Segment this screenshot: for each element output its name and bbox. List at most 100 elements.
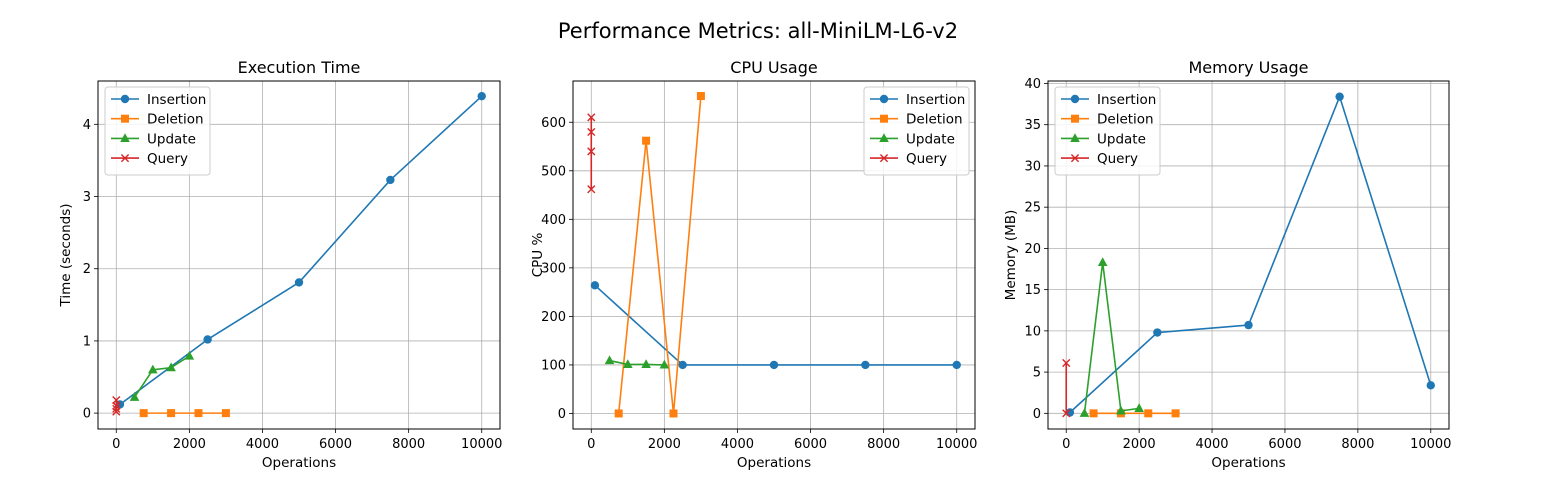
data-point-update	[641, 359, 651, 369]
x-tick-label: 10000	[936, 437, 977, 452]
plot-frame	[1047, 80, 1450, 430]
data-point-insertion	[1335, 92, 1344, 101]
legend-label-update: Update	[1097, 131, 1146, 147]
y-tick-label: 600	[541, 116, 566, 131]
legend-box	[104, 86, 211, 176]
data-point-deletion	[194, 409, 203, 418]
x-tick-label: 0	[112, 437, 120, 452]
x-tick-label: 0	[1062, 437, 1070, 452]
legend: Insertion Deletion Update Query	[1054, 86, 1161, 176]
subplot-cpu-usage: 0 2000 4000 6000 8000 10000 0 100 200 300 400 500 60…	[530, 58, 977, 471]
data-point-query	[112, 407, 121, 416]
series-line-deletion	[617, 95, 702, 415]
series-query	[112, 396, 121, 416]
y-tick-label: 0	[83, 407, 91, 422]
series-deletion	[139, 409, 230, 418]
series-deletion	[614, 92, 705, 418]
x-tick-label: 4000	[1195, 437, 1228, 452]
y-tick-label: 100	[541, 358, 566, 373]
y-tick-label: 25	[1024, 201, 1041, 216]
y-tick-label: 35	[1024, 118, 1041, 133]
data-point-insertion	[769, 360, 779, 370]
x-tick-label: 4000	[721, 437, 754, 452]
y-tick-label: 400	[541, 213, 566, 228]
subplot-title: CPU Usage	[730, 58, 817, 77]
data-point-deletion	[669, 409, 678, 418]
x-tick-label: 8000	[1341, 437, 1374, 452]
x-tick-label: 8000	[392, 437, 425, 452]
y-tick-label: 40	[1024, 77, 1041, 92]
data-point-query	[587, 127, 596, 137]
data-point-insertion	[1426, 381, 1435, 390]
legend-label-insertion: Insertion	[1097, 92, 1156, 108]
series-line-update	[609, 359, 665, 366]
series-insertion	[590, 281, 961, 370]
data-point-query	[1062, 358, 1071, 368]
y-axis-label: Time (seconds)	[58, 203, 74, 307]
x-tick-label: 6000	[319, 437, 352, 452]
y-tick-label: 20	[1024, 242, 1041, 257]
data-point-insertion	[294, 278, 304, 287]
y-axis-label: Memory (MB)	[1003, 210, 1019, 301]
legend-label-insertion: Insertion	[906, 92, 965, 108]
series-line-update	[1083, 261, 1140, 414]
legend-marker-insertion	[1070, 94, 1080, 104]
data-point-deletion	[221, 409, 230, 418]
y-tick-label: 1	[83, 334, 91, 349]
y-axis-label: CPU %	[530, 233, 546, 278]
series-query	[1062, 358, 1071, 418]
data-point-insertion	[590, 281, 600, 290]
x-tick-label: 8000	[867, 437, 900, 452]
data-point-deletion	[167, 409, 176, 418]
series-line-update	[133, 355, 190, 398]
legend-marker-deletion	[121, 114, 129, 123]
data-point-update	[1134, 403, 1144, 412]
data-point-query	[1062, 409, 1071, 418]
figure-title: Performance Metrics: all-MiniLM-L6-v2	[558, 19, 958, 43]
legend-label-insertion: Insertion	[147, 92, 206, 108]
data-point-query	[587, 113, 596, 122]
y-tick-label: 0	[558, 407, 566, 422]
x-axis-label: Operations	[737, 455, 811, 471]
legend-marker-insertion	[120, 94, 130, 104]
legend-marker-deletion	[880, 114, 888, 123]
series-update	[1079, 257, 1144, 417]
subplot-memory-usage: 0 2000 4000 6000 8000 10000 0 5 10 15 20 25 30 35 40 Me…	[1003, 58, 1451, 471]
legend-label-query: Query	[1097, 151, 1138, 167]
data-point-update	[166, 362, 176, 372]
y-tick-label: 15	[1024, 283, 1041, 298]
x-tick-label: 2000	[173, 437, 206, 452]
x-tick-label: 2000	[648, 437, 681, 452]
series-line-insertion	[594, 284, 957, 366]
data-point-update	[148, 364, 158, 374]
data-point-insertion	[1244, 320, 1253, 330]
legend-label-update: Update	[147, 131, 196, 147]
legend-label-deletion: Deletion	[906, 112, 963, 128]
data-point-deletion	[614, 409, 623, 418]
data-point-update	[129, 392, 140, 401]
data-point-update	[1079, 408, 1090, 417]
y-tick-label: 200	[541, 310, 566, 325]
data-point-deletion	[139, 409, 148, 418]
legend: Insertion Deletion Update Query	[104, 86, 211, 176]
series-insertion	[115, 91, 486, 409]
legend: Insertion Deletion Update Query	[863, 86, 970, 176]
x-tick-label: 0	[587, 437, 595, 452]
legend-label-query: Query	[147, 151, 188, 167]
legend-label-update: Update	[906, 131, 955, 147]
data-point-insertion	[678, 360, 687, 370]
plot-frame	[572, 80, 976, 430]
legend-label-query: Query	[906, 151, 947, 167]
data-point-update	[1116, 405, 1126, 415]
series-query	[587, 113, 596, 194]
y-tick-label: 500	[541, 164, 566, 179]
data-point-insertion	[386, 175, 395, 185]
data-point-deletion	[642, 136, 651, 145]
data-point-update	[623, 359, 633, 369]
x-tick-label: 10000	[461, 437, 502, 452]
legend-marker-query	[879, 154, 889, 163]
legend-box	[1054, 86, 1161, 176]
subplot-title: Memory Usage	[1188, 58, 1308, 77]
